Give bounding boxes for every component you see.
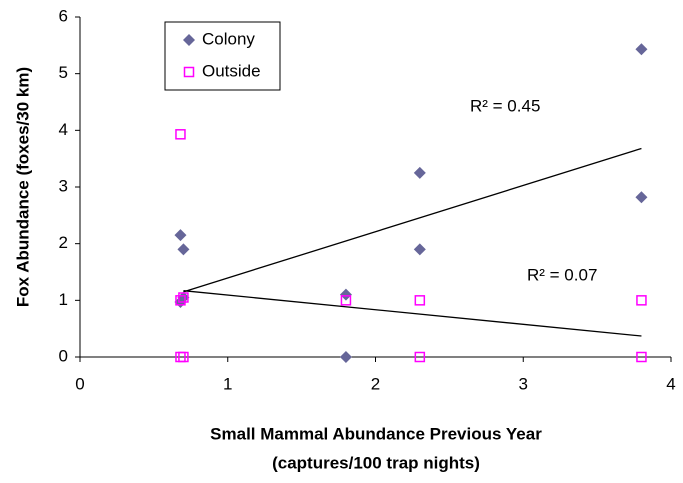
- trendline-label: R² = 0.45: [470, 96, 540, 115]
- y-tick-label: 0: [59, 346, 68, 365]
- point: [636, 351, 647, 363]
- x-axis-label: Small Mammal Abundance Previous Year: [210, 424, 542, 443]
- legend-box: [164, 21, 281, 91]
- point: [636, 295, 647, 306]
- point: [414, 295, 426, 306]
- trendline: [183, 147, 642, 293]
- x-axis-label: (captures/100 trap nights): [272, 453, 480, 472]
- y-tick-label: 4: [59, 120, 68, 139]
- point: [635, 191, 648, 204]
- point: [413, 243, 426, 256]
- point: [339, 351, 352, 363]
- x-tick-label: 2: [371, 374, 380, 393]
- x-tick-label: 4: [666, 374, 675, 393]
- legend-marker: [183, 34, 195, 46]
- y-tick-label: 6: [59, 6, 68, 25]
- point: [340, 295, 352, 306]
- trendline: [183, 290, 642, 337]
- point: [339, 288, 352, 301]
- point: [178, 351, 189, 363]
- point: [413, 166, 426, 179]
- point: [174, 229, 187, 242]
- x-tick-label: 0: [75, 374, 84, 393]
- point: [175, 129, 186, 140]
- legend-label: Outside: [202, 61, 261, 80]
- point: [178, 292, 189, 303]
- trendline-label: R² = 0.07: [527, 265, 597, 284]
- legend-marker: [183, 66, 195, 78]
- x-tick-label: 1: [223, 374, 232, 393]
- point: [414, 351, 426, 363]
- y-tick-label: 3: [59, 176, 68, 195]
- point: [177, 243, 190, 256]
- y-tick-label: 5: [59, 63, 68, 82]
- legend-label: Colony: [202, 29, 255, 48]
- x-tick-label: 3: [519, 374, 528, 393]
- point: [175, 295, 186, 306]
- y-axis-label: Fox Abundance (foxes/30 km): [13, 67, 32, 307]
- point: [177, 291, 190, 304]
- y-tick-label: 1: [59, 290, 68, 309]
- y-tick-label: 2: [59, 233, 68, 252]
- point: [635, 43, 648, 56]
